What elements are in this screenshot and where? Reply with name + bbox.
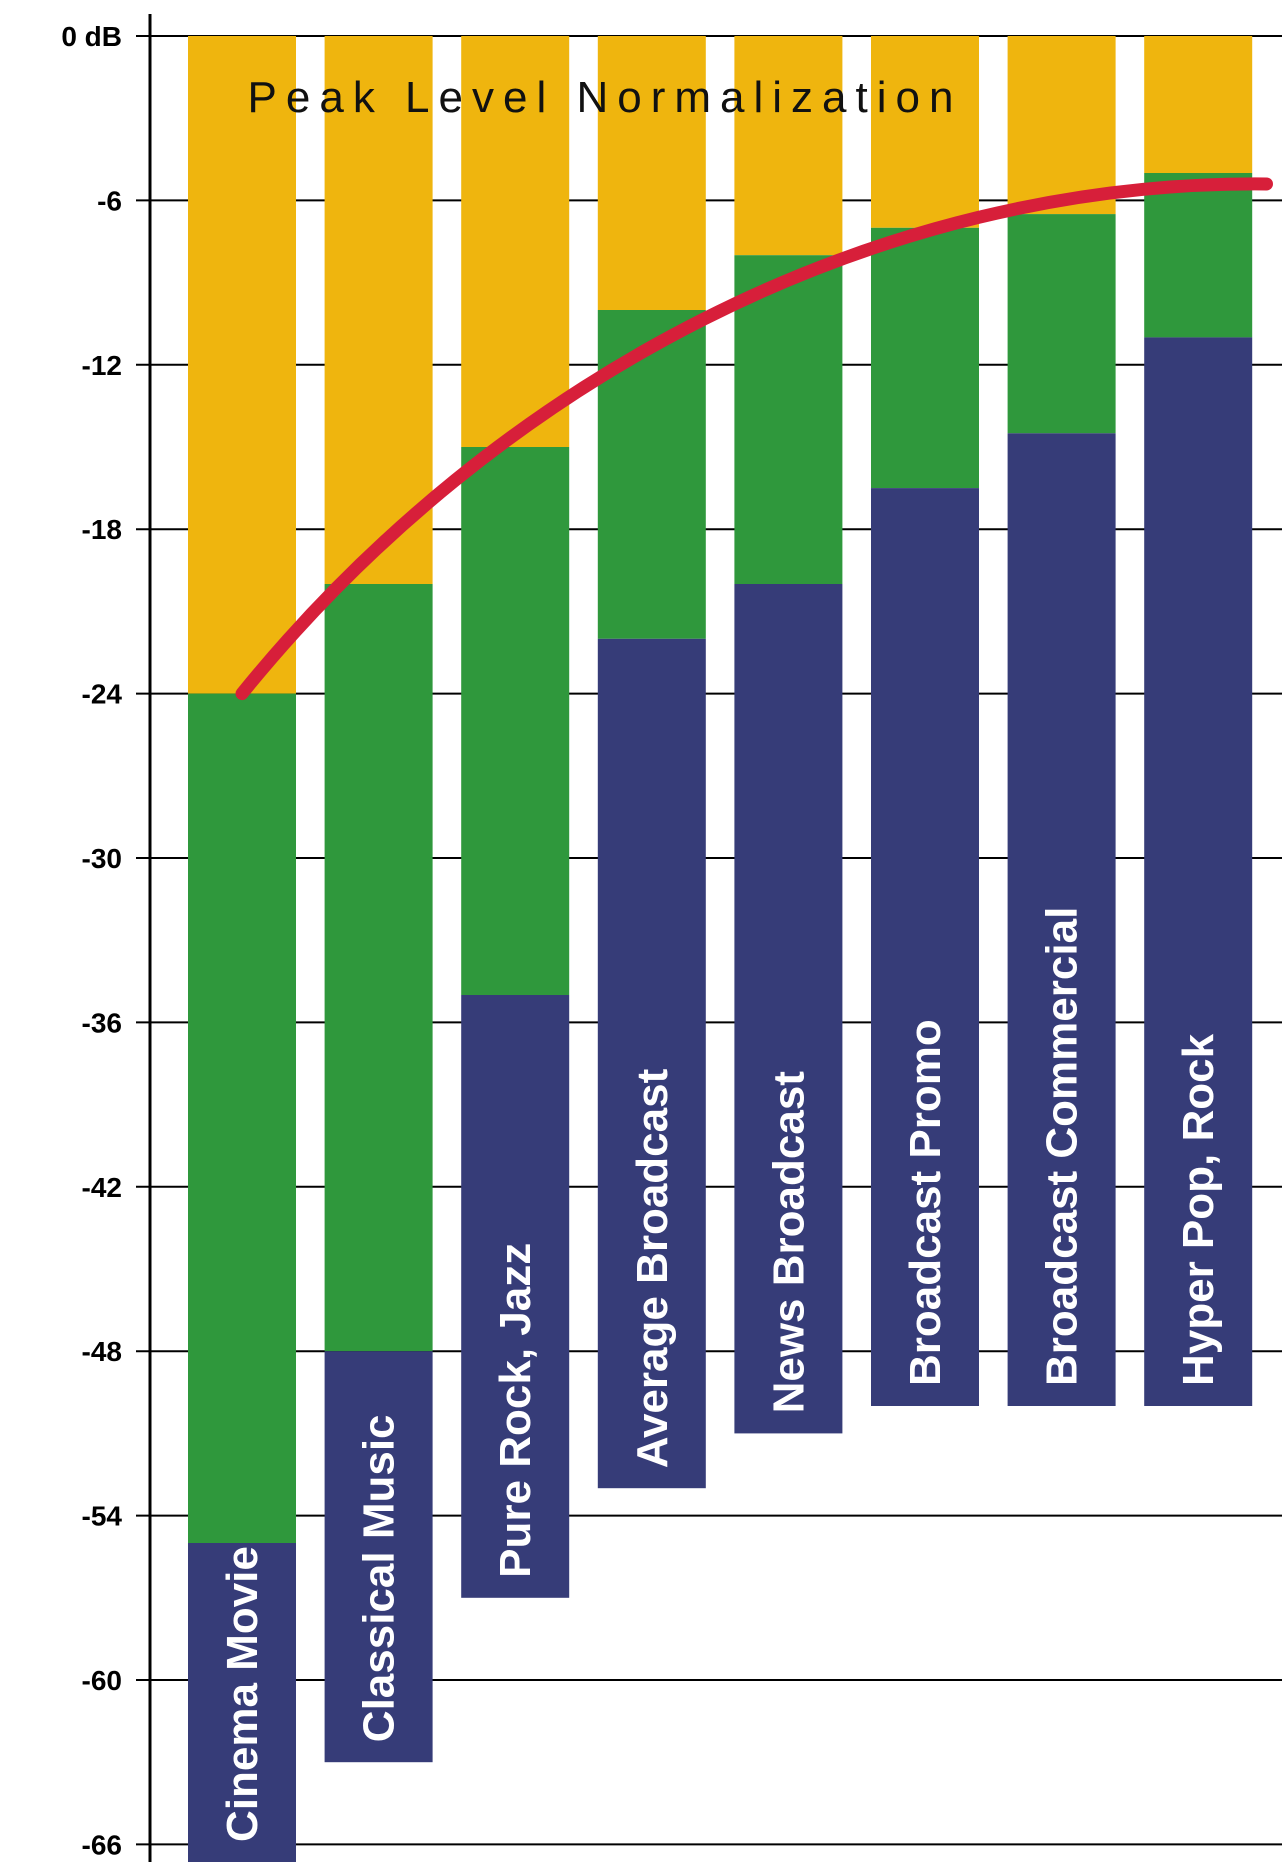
y-tick-label: -18 [82,514,122,545]
normalization-curve [235,177,1273,701]
bar-blue-segment [734,584,843,1434]
bar-blue-segment [597,638,706,1489]
bar-category-label: News Broadcast [764,1071,813,1414]
bar-blue-segment [324,1351,433,1763]
bar-group: Pure Rock, Jazz [461,36,570,1598]
y-tick-label: -60 [82,1665,122,1696]
bar-group: Average Broadcast [597,36,706,1489]
bars: Cinema Movie Classical Music Pure Rock, Ja… [188,36,1253,1862]
bar-green-segment [871,227,979,489]
y-tick-label: -36 [82,1007,122,1038]
bar-category-label: Hyper Pop, Rock [1174,1033,1223,1386]
bar-green-segment [461,447,570,995]
bar-headroom-segment [324,36,433,584]
bar-group: Cinema Movie [188,36,296,1862]
y-tick-label: -30 [82,843,122,874]
bar-blue-segment [1007,433,1116,1406]
bar-headroom-segment [597,36,706,310]
bar-green-segment [1144,173,1253,338]
bar-headroom-segment [871,36,979,228]
bar-headroom-segment [734,36,843,256]
bar-headroom-segment [1007,36,1116,215]
bar-green-segment [188,693,296,1543]
bar-group: Classical Music [324,36,433,1763]
bar-headroom-segment [461,36,570,447]
bar-category-label: Average Broadcast [628,1068,677,1468]
bar-green-segment [597,310,706,639]
y-tick-label: -12 [82,350,122,381]
bar-green-segment [1007,214,1116,434]
bar-blue-segment [871,488,979,1407]
y-tick-label: -24 [82,679,123,710]
bar-category-label: Broadcast Commercial [1038,907,1087,1386]
bar-blue-segment [461,995,570,1598]
chart-title: Peak Level Normalization [248,73,963,122]
bar-category-label: Classical Music [355,1414,404,1742]
bar-group: Broadcast Promo [871,36,979,1407]
bar-green-segment [734,255,843,584]
bar-blue-segment [188,1543,296,1862]
y-tick-label: -6 [97,185,122,216]
bar-group: Hyper Pop, Rock [1144,36,1253,1406]
bar-blue-segment [1144,337,1253,1406]
y-tick-label: -48 [82,1336,122,1367]
bar-green-segment [324,584,433,1352]
bar-category-label: Broadcast Promo [901,1019,950,1386]
bar-headroom-segment [1144,36,1253,173]
y-tick-label: -66 [82,1829,122,1860]
y-tick-label: -42 [82,1172,122,1203]
bar-category-label: Pure Rock, Jazz [491,1243,540,1578]
bar-category-label: Cinema Movie [218,1546,267,1842]
bar-group: Broadcast Commercial [1007,36,1116,1406]
y-axis: 0 dB -6 -12 -18 -24 -30 -36 -42 -48 -54 -60 -66 [61,14,152,1862]
bar-group: News Broadcast [734,36,843,1434]
y-tick-label: 0 dB [61,21,122,52]
y-tick-label: -54 [82,1501,123,1532]
bar-headroom-segment [188,36,296,694]
